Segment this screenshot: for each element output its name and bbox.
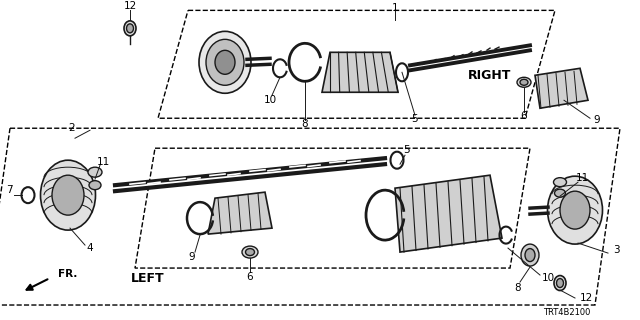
Ellipse shape (554, 276, 566, 291)
Polygon shape (208, 192, 272, 234)
Text: 10: 10 (541, 273, 555, 283)
Text: LEFT: LEFT (131, 272, 165, 284)
Text: RIGHT: RIGHT (468, 69, 512, 82)
Text: 11: 11 (575, 173, 589, 183)
Ellipse shape (215, 50, 235, 74)
Ellipse shape (89, 181, 101, 190)
Text: 1: 1 (392, 4, 398, 13)
Ellipse shape (199, 31, 251, 93)
Ellipse shape (124, 21, 136, 36)
Text: 4: 4 (86, 243, 93, 253)
Text: 12: 12 (580, 293, 593, 303)
Ellipse shape (52, 175, 84, 215)
Ellipse shape (40, 160, 95, 230)
Ellipse shape (127, 24, 134, 33)
Text: 2: 2 (68, 123, 76, 133)
Ellipse shape (525, 249, 535, 261)
Text: 5: 5 (403, 145, 410, 155)
Ellipse shape (520, 79, 528, 85)
Text: 6: 6 (521, 111, 527, 121)
Text: 10: 10 (264, 95, 276, 105)
Text: 7: 7 (6, 185, 12, 195)
Text: TRT4B2100: TRT4B2100 (543, 308, 590, 316)
Ellipse shape (521, 244, 539, 266)
Text: 8: 8 (301, 119, 308, 129)
Text: 3: 3 (613, 245, 620, 255)
Text: FR.: FR. (58, 269, 77, 279)
Text: 5: 5 (412, 114, 419, 124)
Ellipse shape (547, 176, 602, 244)
Ellipse shape (242, 246, 258, 258)
Text: 9: 9 (189, 252, 195, 262)
Ellipse shape (517, 77, 531, 87)
Text: 6: 6 (246, 272, 253, 282)
Ellipse shape (554, 178, 566, 187)
Ellipse shape (560, 191, 590, 229)
Polygon shape (322, 52, 398, 92)
Polygon shape (395, 175, 502, 252)
Text: 9: 9 (594, 115, 600, 125)
Ellipse shape (557, 278, 563, 288)
Text: 12: 12 (124, 1, 136, 12)
Text: 8: 8 (515, 283, 522, 293)
Polygon shape (535, 68, 588, 108)
Text: 11: 11 (97, 157, 109, 167)
Ellipse shape (246, 249, 255, 256)
Ellipse shape (88, 167, 102, 177)
Ellipse shape (206, 39, 244, 85)
Ellipse shape (554, 189, 566, 197)
